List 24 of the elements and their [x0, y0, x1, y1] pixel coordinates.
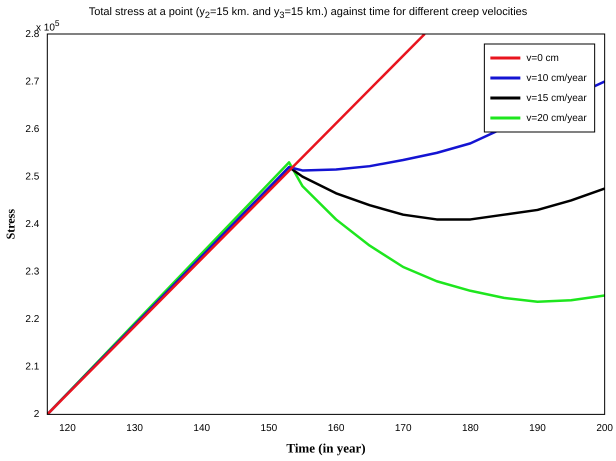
- legend-label: v=10 cm/year: [526, 72, 588, 84]
- y-tick-label: 2.3: [25, 266, 40, 278]
- y-axis-title: Stress: [3, 208, 18, 240]
- chart-title: Total stress at a point (y$_{2}$=15 km. and y$_{3}$=15 km.) against time for different creep velocities: [88, 6, 528, 20]
- y-tick-label: 2.6: [25, 124, 40, 135]
- x-tick-label: 160: [328, 423, 345, 434]
- x-tick-label: 130: [126, 423, 144, 434]
- x-tick-label: 170: [394, 423, 412, 434]
- x-tick-label: 180: [462, 423, 480, 434]
- y-tick-label: 2.4: [25, 218, 40, 230]
- y-tick-label: 2.5: [25, 171, 40, 182]
- x-tick-label: 140: [193, 423, 211, 434]
- x-axis-title: Time (in year): [286, 440, 366, 456]
- y-tick-label: 2.1: [25, 362, 40, 373]
- x-tick-label: 150: [260, 423, 278, 434]
- x-tick-label: 190: [529, 423, 546, 434]
- legend-label: v=15 cm/year: [526, 92, 588, 104]
- y-tick-label: 2.2: [25, 314, 40, 326]
- x-tick-label: 120: [59, 423, 76, 434]
- y-tick-label: 2: [34, 409, 40, 420]
- legend-label: v=0 cm: [526, 52, 559, 64]
- x-tick-label: 200: [596, 423, 614, 434]
- y-tick-label: 2.7: [25, 76, 40, 88]
- legend-label: v=20 cm/year: [526, 112, 588, 124]
